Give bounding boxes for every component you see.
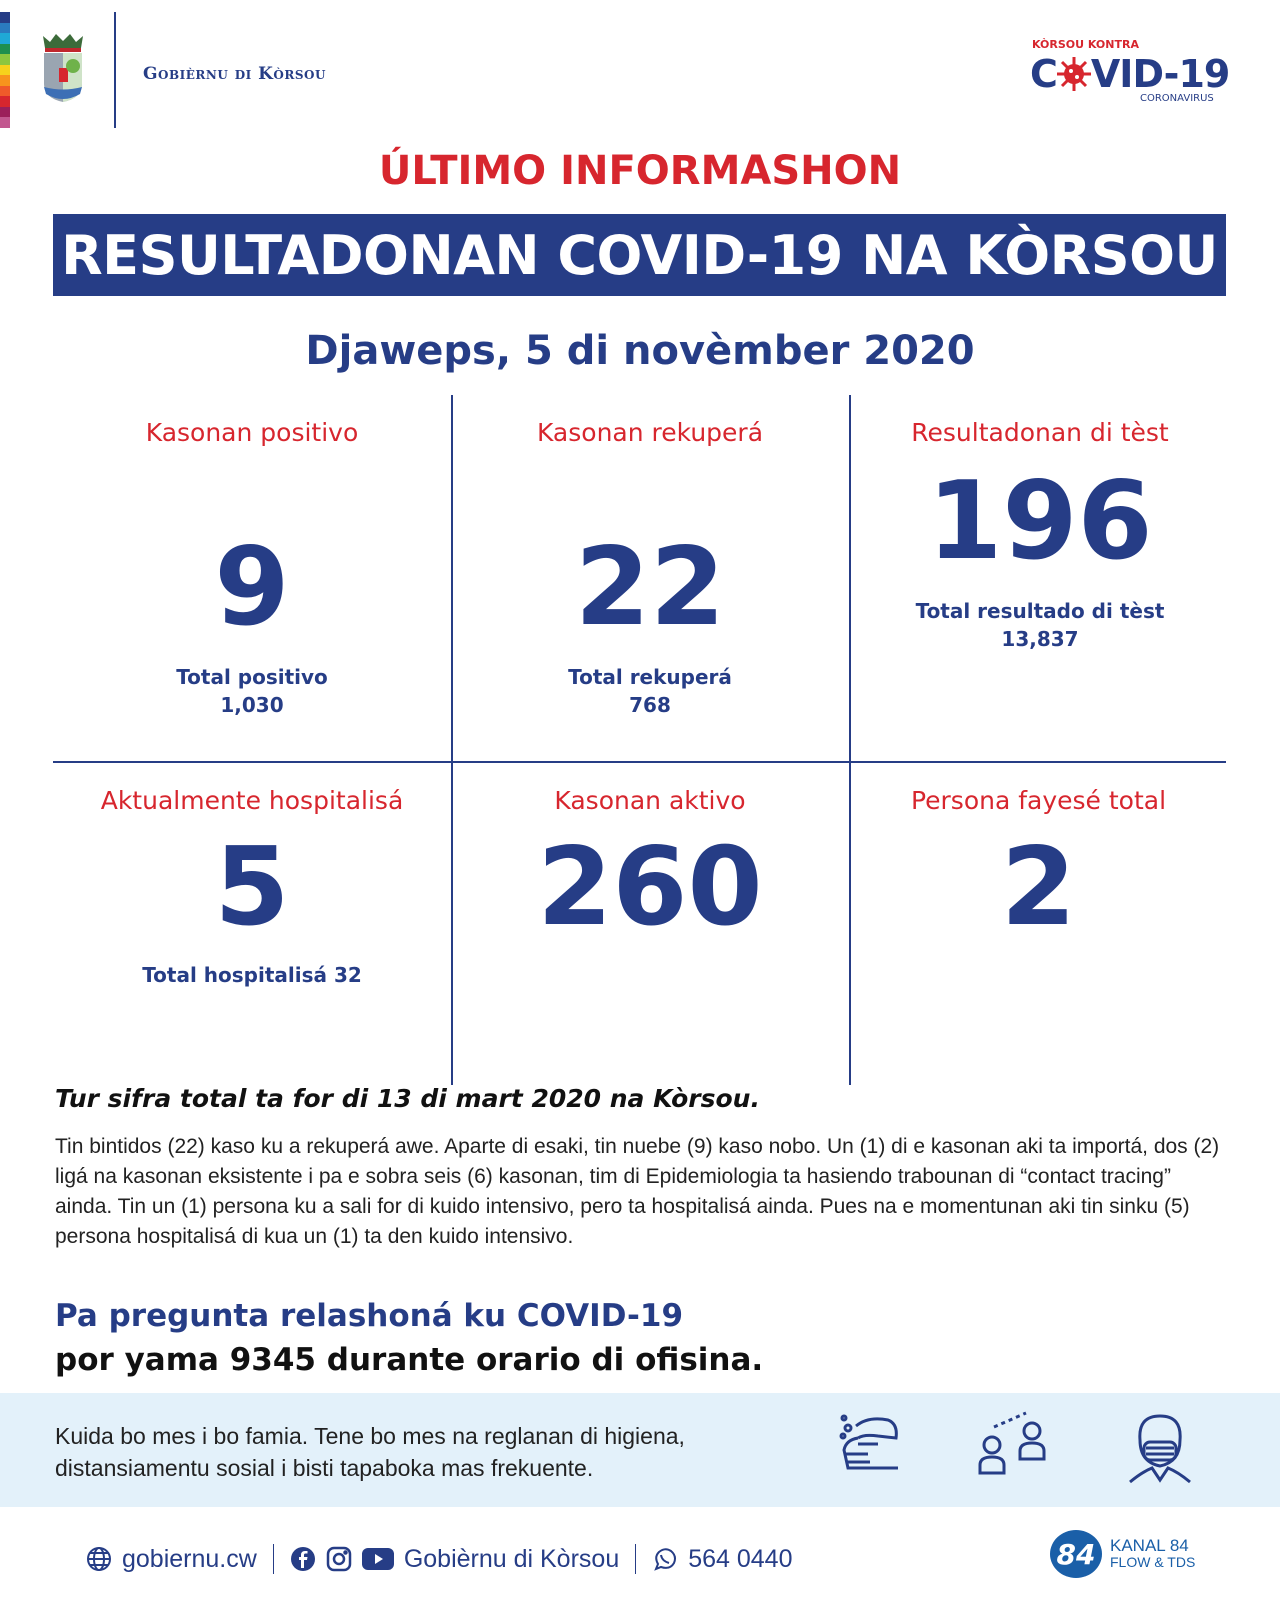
- stat-total-label: Total rekuperá: [568, 665, 732, 689]
- advice-band: [0, 1393, 1280, 1507]
- stat-positive: Kasonan positivo 9 Total positivo 1,030: [53, 416, 451, 719]
- stat-value: 2: [1000, 825, 1077, 950]
- advice-line: distansiamentu sosial i bisti tapaboka m…: [55, 1455, 594, 1481]
- social-handle[interactable]: Gobièrnu di Kòrsou: [403, 1544, 620, 1573]
- grid-divider: [53, 761, 1226, 763]
- stat-value: 5: [214, 825, 290, 950]
- kanal-sub: FLOW & TDS: [1110, 1554, 1196, 1570]
- stat-value: 196: [927, 459, 1153, 584]
- stat-total-label: Total positivo: [176, 665, 328, 689]
- report-date: Djaweps, 5 di novèmber 2020: [305, 328, 975, 374]
- whatsapp-number[interactable]: 564 0440: [688, 1544, 793, 1573]
- grid-divider: [451, 395, 453, 1085]
- stat-deaths: Persona fayesé total 2: [851, 784, 1226, 943]
- stat-label: Resultadonan di tèst: [911, 418, 1169, 447]
- stat-label: Persona fayesé total: [910, 786, 1167, 815]
- stat-total-value: 768: [629, 693, 671, 717]
- stat-label: Kasonan aktivo: [554, 786, 746, 815]
- stat-total-value: 13,837: [1001, 627, 1079, 651]
- handwashing-icon: [839, 1414, 898, 1470]
- footer-separator: [635, 1544, 637, 1574]
- advice-line: Kuida bo mes i bo famia. Tene bo mes na …: [55, 1423, 685, 1449]
- stat-label: Kasonan positivo: [145, 418, 359, 447]
- social-distancing-icon: [978, 1411, 1046, 1475]
- summary-paragraph: Tin bintidos (22) kaso ku a rekuperá awe…: [55, 1135, 1220, 1248]
- campaign-logo: C VID-19: [1030, 52, 1230, 96]
- campaign-top: KÒRSOU KONTRA: [1032, 38, 1139, 51]
- advice-text: Kuida bo mes i bo famia. Tene bo mes na …: [55, 1420, 685, 1484]
- hotline-text: por yama 9345 durante orario di ofisina.: [55, 1342, 764, 1378]
- website-link[interactable]: gobiernu.cw: [122, 1544, 257, 1573]
- kanal-84-logo: 84 KANAL 84 FLOW & TDS: [1050, 1530, 1195, 1578]
- stat-total-value: 1,030: [220, 693, 284, 717]
- stat-hospitalized: Aktualmente hospitalisá 5 Total hospital…: [53, 784, 451, 989]
- stat-total-label: Total hospitalisá 32: [142, 963, 362, 987]
- footer-separator: [272, 1544, 274, 1574]
- stat-recovered: Kasonan rekuperá 22 Total rekuperá 768: [451, 416, 849, 719]
- grid-divider: [849, 395, 851, 1085]
- kanal-name: KANAL 84: [1110, 1536, 1189, 1555]
- totals-note: Tur sifra total ta for di 13 di mart 202…: [55, 1084, 760, 1113]
- page-title: RESULTADONAN COVID-19 NA KÒRSOU: [53, 214, 1226, 296]
- kanal-84-badge: 84: [1050, 1530, 1102, 1578]
- stat-value: 22: [574, 525, 726, 650]
- virus-icon: [1056, 57, 1091, 91]
- stat-label: Kasonan rekuperá: [536, 418, 764, 447]
- instagram-icon[interactable]: [326, 1546, 352, 1572]
- stat-value: 260: [537, 825, 763, 950]
- stat-label: Aktualmente hospitalisá: [100, 786, 404, 815]
- facebook-icon[interactable]: [290, 1546, 316, 1572]
- campaign-sub: CORONAVIRUS: [1140, 93, 1214, 104]
- stat-tests: Resultadonan di tèst 196 Total resultado…: [880, 416, 1200, 653]
- youtube-icon[interactable]: [361, 1547, 394, 1571]
- question-heading: Pa pregunta relashoná ku COVID-19: [55, 1298, 684, 1334]
- campaign-c: C: [1030, 52, 1058, 96]
- rainbow-stripe: [0, 12, 10, 129]
- page-kicker: ÚLTIMO INFORMASHON: [378, 148, 902, 194]
- org-name: Gobièrnu di Kòrsou: [143, 64, 326, 84]
- globe-icon: [87, 1547, 111, 1571]
- campaign-vid: VID-19: [1090, 52, 1230, 96]
- face-mask-icon: [1129, 1414, 1191, 1484]
- header-divider: [114, 12, 116, 128]
- stat-total-label: Total resultado di tèst: [915, 599, 1165, 623]
- footer-contacts: gobiernu.cw Gobièrnu di Kòrsou 564 0440: [86, 1544, 793, 1574]
- stat-value: 9: [214, 525, 290, 650]
- whatsapp-icon: [654, 1548, 677, 1571]
- stat-active: Kasonan aktivo 260: [451, 784, 849, 943]
- coat-of-arms-icon: [43, 34, 83, 102]
